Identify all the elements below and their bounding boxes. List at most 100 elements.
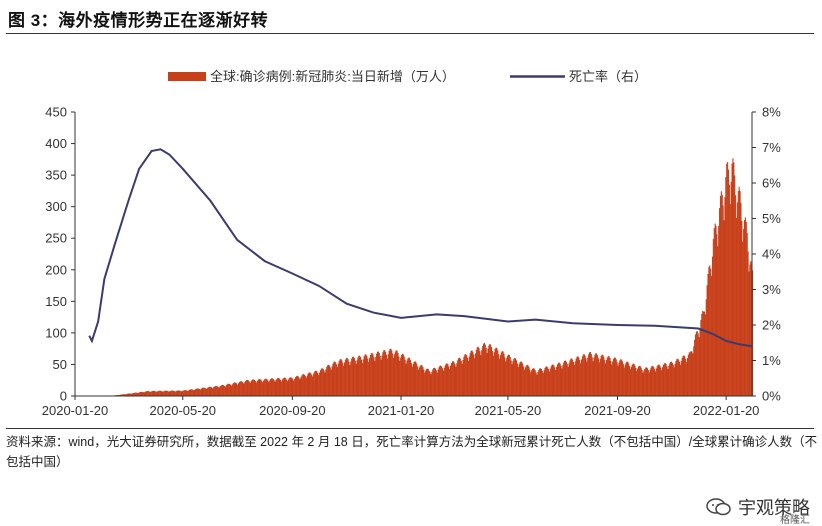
bar [548, 369, 550, 396]
bar [135, 392, 137, 396]
bar [654, 371, 656, 396]
bar [393, 354, 395, 396]
bar [254, 381, 257, 396]
bar [370, 353, 372, 396]
bar [589, 352, 591, 396]
bar [157, 390, 159, 396]
bar [459, 358, 461, 396]
bar [256, 381, 258, 396]
bar [599, 358, 601, 396]
bar [250, 381, 252, 396]
bar [428, 370, 430, 396]
bar [173, 391, 175, 396]
x-tick-label: 2020-05-20 [150, 403, 217, 418]
bar [711, 275, 713, 396]
y-left-tick-label: 0 [60, 389, 67, 404]
bar [433, 368, 435, 396]
bar [735, 218, 738, 396]
bar [307, 373, 309, 396]
bar [149, 391, 151, 396]
bar [597, 358, 599, 396]
bar [563, 362, 565, 396]
bar [456, 363, 458, 396]
bar [501, 351, 503, 396]
bar [627, 361, 629, 396]
bar [328, 365, 330, 396]
bar [335, 362, 337, 396]
bar [373, 357, 375, 396]
bar [617, 365, 619, 396]
bar [512, 361, 514, 396]
source-note: 资料来源：wind，光大证券研究所，数据截至 2022 年 2 月 18 日，死… [6, 435, 818, 469]
bar [536, 374, 538, 396]
bar [535, 372, 537, 396]
bar [130, 393, 132, 396]
bar [211, 387, 213, 396]
bar [734, 175, 736, 396]
bar [490, 344, 492, 396]
bar [281, 379, 283, 396]
bar [576, 356, 578, 396]
bar [633, 363, 635, 396]
bar [636, 371, 638, 396]
bar [177, 390, 179, 396]
bar [378, 353, 380, 396]
bar [411, 366, 413, 396]
bar [530, 372, 532, 396]
bar [558, 362, 560, 396]
bar [484, 344, 486, 396]
bar [272, 378, 274, 396]
bar [301, 375, 303, 396]
bar [488, 345, 490, 396]
bar [468, 356, 470, 396]
bar [696, 331, 698, 396]
bar [517, 366, 519, 396]
bar [368, 358, 371, 396]
bar [483, 343, 485, 396]
bar [418, 367, 420, 396]
bar [215, 385, 217, 396]
bar [181, 391, 183, 396]
bar [542, 373, 544, 396]
bar [284, 377, 286, 396]
bar [605, 363, 607, 396]
bar [369, 355, 371, 396]
bar [529, 369, 531, 396]
bar [273, 380, 275, 396]
bar [425, 370, 427, 396]
y-left-tick-label: 300 [45, 199, 67, 214]
bar [482, 343, 485, 396]
bar [196, 388, 198, 396]
bar [703, 311, 705, 396]
bar [609, 358, 611, 396]
bar [715, 225, 717, 396]
bar [300, 377, 302, 396]
bar [343, 365, 345, 396]
bar [545, 366, 547, 396]
bar [165, 390, 167, 396]
bar [648, 372, 650, 396]
bar [482, 346, 484, 396]
bar [208, 386, 210, 396]
bar [258, 379, 260, 396]
bar [376, 353, 378, 396]
bar [166, 390, 168, 396]
bar [190, 389, 192, 396]
bar [458, 358, 460, 396]
bar [144, 391, 146, 396]
bar [499, 355, 502, 396]
bar [285, 378, 287, 396]
bar [392, 353, 394, 396]
bar [730, 181, 732, 396]
bar [193, 390, 195, 396]
bar [728, 184, 730, 396]
bar [148, 391, 150, 396]
y-right-tick-label: 3% [762, 282, 781, 297]
y-right-tick-label: 6% [762, 176, 781, 191]
bar [476, 347, 478, 396]
bar [577, 356, 579, 396]
bar [573, 365, 575, 396]
bar [466, 357, 469, 396]
bar [717, 246, 719, 396]
x-tick-label: 2020-09-20 [259, 403, 326, 418]
